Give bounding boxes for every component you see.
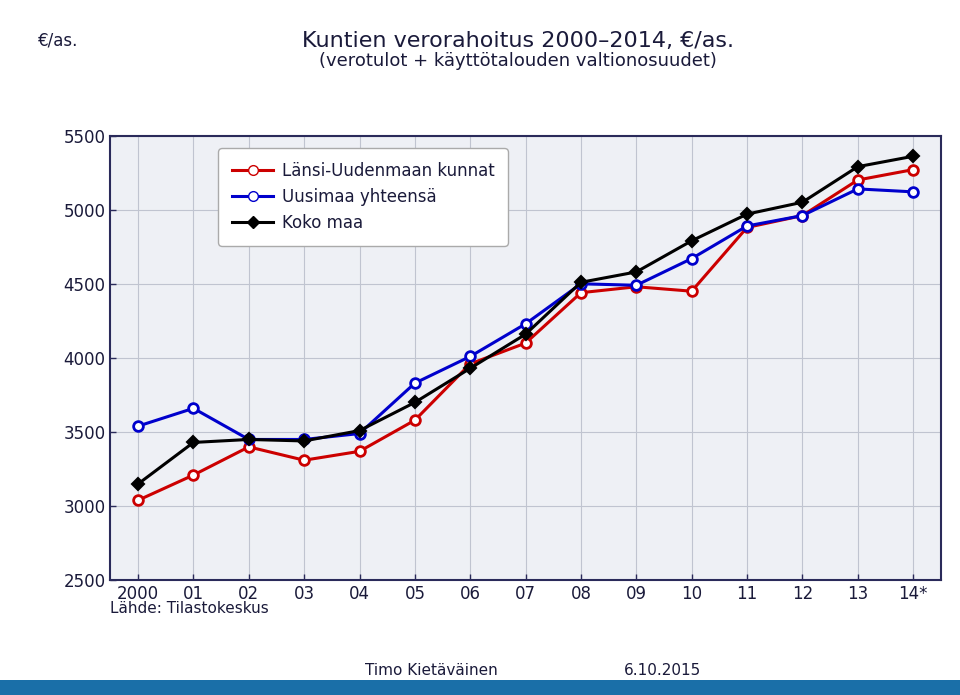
Text: Lähde: Tilastokeskus: Lähde: Tilastokeskus xyxy=(110,601,269,616)
Text: (verotulot + käyttötalouden valtionosuudet): (verotulot + käyttötalouden valtionosuud… xyxy=(320,52,717,70)
Text: €/as.: €/as. xyxy=(38,31,79,49)
Text: Kuntien verorahoitus 2000–2014, €/as.: Kuntien verorahoitus 2000–2014, €/as. xyxy=(302,31,734,51)
Text: 6.10.2015: 6.10.2015 xyxy=(624,662,701,678)
Legend: Länsi-Uudenmaan kunnat, Uusimaa yhteensä, Koko maa: Länsi-Uudenmaan kunnat, Uusimaa yhteensä… xyxy=(218,148,508,245)
Text: Timo Kietäväinen: Timo Kietäväinen xyxy=(365,662,497,678)
